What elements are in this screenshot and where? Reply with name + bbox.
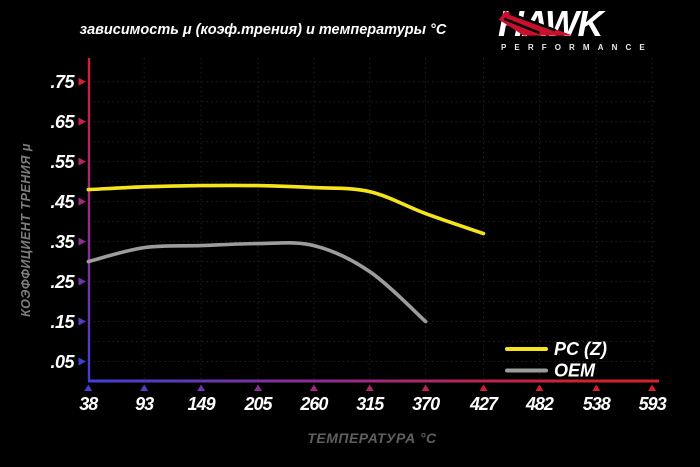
x-tick-label: 593 <box>639 394 667 414</box>
y-tick-label: .75 <box>50 72 75 92</box>
x-tick-label: 205 <box>243 394 273 414</box>
y-tick-arrow-icon <box>78 117 86 126</box>
series-line-oem <box>86 241 428 324</box>
hawk-wing-icon <box>499 10 573 36</box>
y-tick-arrow-icon <box>78 157 86 166</box>
x-axis-ticks: 38 93 149 205 260 315 370 427 482 538 593 <box>79 384 668 414</box>
x-tick-arrow-icon <box>253 384 262 391</box>
legend-label: PC (Z) <box>554 339 607 359</box>
x-tick-arrow-icon <box>197 384 206 391</box>
y-tick-label: .45 <box>50 192 75 212</box>
x-tick-arrow-icon <box>648 384 657 391</box>
y-tick-label: .65 <box>50 112 75 132</box>
x-tick-label: 427 <box>469 394 499 414</box>
y-tick-arrow-icon <box>78 277 86 286</box>
legend: PC (Z)OEM <box>505 339 607 381</box>
grid-lines <box>87 58 657 381</box>
y-tick-arrow-icon <box>78 317 86 326</box>
x-tick-label: 315 <box>356 394 385 414</box>
y-tick-label: .25 <box>50 272 75 292</box>
y-axis-ticks: .05 .15 .25 .35 .45 .55 .65 .75 <box>50 72 86 372</box>
page-title: зависимость μ (коэф.трения) и температур… <box>79 22 447 38</box>
x-tick-arrow-icon <box>421 384 430 391</box>
x-tick-arrow-icon <box>479 384 488 391</box>
y-tick-arrow-icon <box>78 197 86 206</box>
y-tick-label: .55 <box>50 152 75 172</box>
y-tick-arrow-icon <box>78 357 86 366</box>
hawk-logo: HAWK PERFORMANCE <box>498 6 678 52</box>
x-tick-label: 370 <box>412 394 440 414</box>
hawk-logo-row: HAWK <box>498 6 678 41</box>
x-tick-label: 260 <box>299 394 328 414</box>
x-tick-arrow-icon <box>84 384 93 391</box>
x-tick-arrow-icon <box>309 384 318 391</box>
x-tick-label: 93 <box>135 394 154 414</box>
x-tick-label: 149 <box>188 394 216 414</box>
x-tick-arrow-icon <box>365 384 374 391</box>
y-axis-title: КОЭФФИЦИЕНТ ТРЕНИЯ μ <box>19 143 33 317</box>
y-tick-label: .05 <box>50 352 75 372</box>
series-line-pc-z- <box>86 183 486 236</box>
y-tick-label: .15 <box>50 312 75 332</box>
x-tick-label: 38 <box>79 394 98 414</box>
x-tick-arrow-icon <box>140 384 149 391</box>
hawk-performance-label: PERFORMANCE <box>501 42 653 52</box>
y-tick-arrow-icon <box>78 237 86 246</box>
x-axis-title: ТЕМПЕРАТУРА °C <box>307 430 437 446</box>
legend-label: OEM <box>554 361 596 381</box>
x-tick-label: 538 <box>583 394 611 414</box>
x-tick-arrow-icon <box>535 384 544 391</box>
y-tick-arrow-icon <box>78 77 86 86</box>
x-tick-label: 482 <box>525 394 554 414</box>
x-tick-arrow-icon <box>592 384 601 391</box>
y-tick-label: .35 <box>50 232 75 252</box>
